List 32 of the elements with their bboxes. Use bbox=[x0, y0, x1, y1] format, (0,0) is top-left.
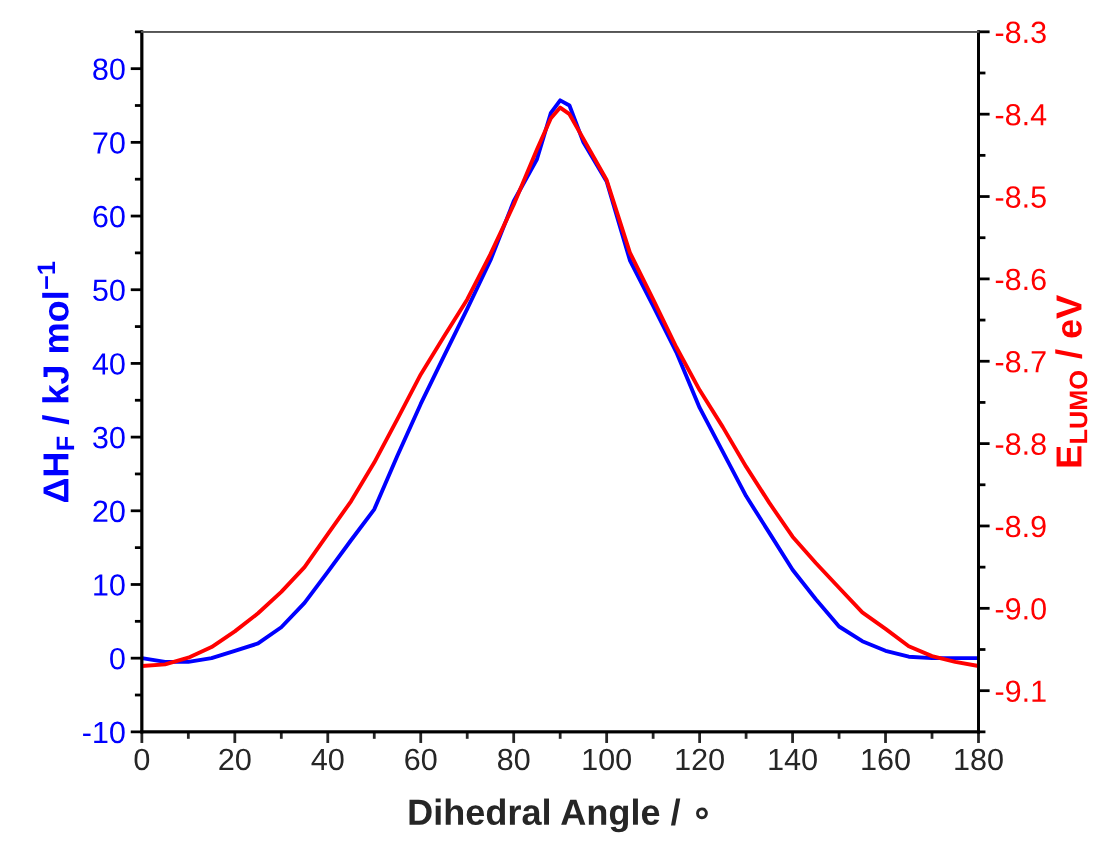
y-tick-label: 80 bbox=[93, 58, 125, 81]
y2-tick-label: -8.4 bbox=[995, 103, 1047, 126]
y-tick-label: 40 bbox=[92, 353, 125, 375]
y2-tick-label: -8.8 bbox=[995, 433, 1046, 455]
x-tick-label: 100 bbox=[583, 748, 631, 771]
x-tick-label: 0 bbox=[134, 748, 150, 771]
x-tick-label: 80 bbox=[498, 748, 530, 771]
x-tick-label: 140 bbox=[769, 748, 817, 771]
x-tick-label: 120 bbox=[676, 748, 724, 771]
y-tick-label: 50 bbox=[93, 279, 125, 302]
y-axis-title: ΔH$_{F}$ / kJ mol$^{−1}$ bbox=[37, 261, 75, 503]
x-tick-label: 20 bbox=[219, 748, 251, 771]
y-tick-label: 60 bbox=[93, 205, 125, 228]
y-tick-label: 0 bbox=[110, 647, 125, 670]
y2-axis-title: E$_{LUMO}$ / eV bbox=[1055, 295, 1088, 467]
x-tick-label: 40 bbox=[311, 748, 344, 771]
y2-tick-label: -9.1 bbox=[995, 680, 1046, 703]
y2-tick-label: -8.9 bbox=[995, 515, 1046, 538]
y2-tick-label: -9.0 bbox=[995, 598, 1046, 620]
x-tick-label: 60 bbox=[405, 748, 437, 771]
y2-tick-label: -8.7 bbox=[995, 350, 1046, 373]
y-tick-label: 30 bbox=[93, 426, 125, 449]
y2-tick-label: -8.5 bbox=[995, 186, 1046, 208]
y2-tick-label: -8.6 bbox=[995, 268, 1046, 291]
x-axis-title: Dihedral Angle / ∘ bbox=[409, 798, 708, 833]
x-tick-label: 160 bbox=[862, 748, 910, 771]
y-tick-label: 10 bbox=[94, 574, 125, 596]
y-tick-label: 20 bbox=[93, 500, 125, 523]
y2-tick-label: -8.3 bbox=[995, 21, 1046, 44]
y-tick-label: -10 bbox=[83, 721, 125, 744]
x-tick-label: 180 bbox=[955, 748, 1003, 771]
y-tick-label: 70 bbox=[93, 132, 125, 154]
